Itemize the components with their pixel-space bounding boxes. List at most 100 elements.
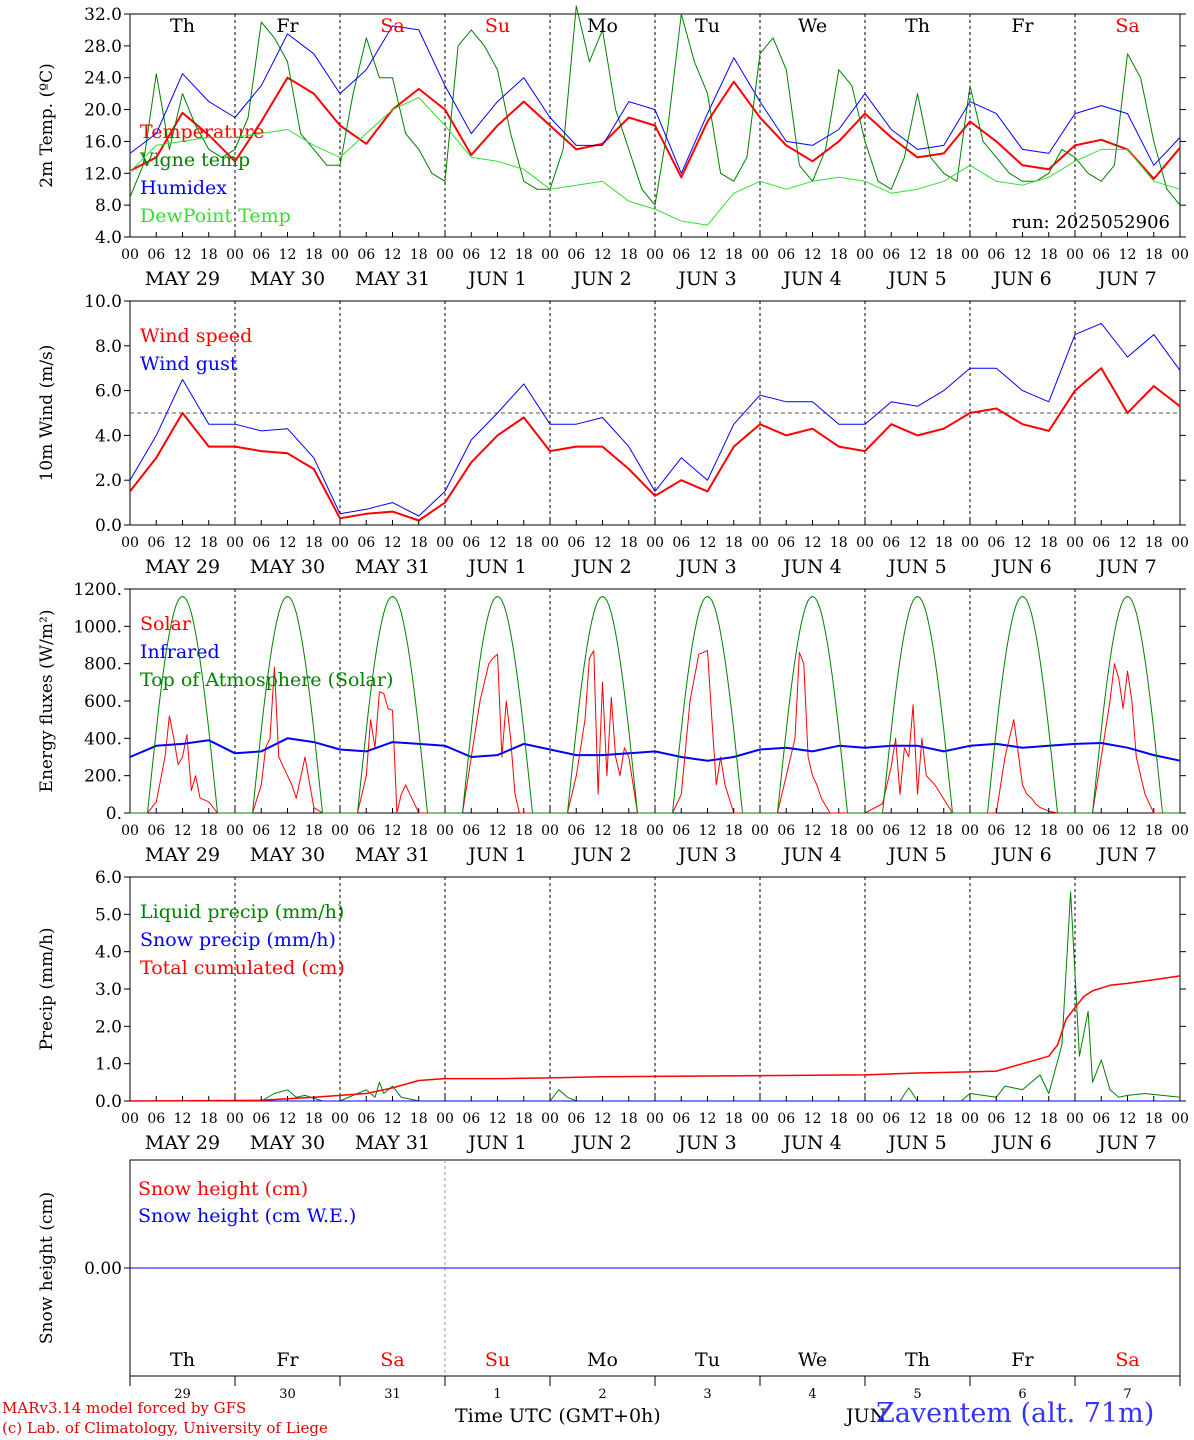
hour-tick-label: 18	[515, 535, 533, 551]
date-label: JUN 7	[1096, 268, 1156, 290]
hour-tick-label: 12	[1014, 1111, 1032, 1127]
hour-tick-label: 12	[699, 535, 717, 551]
y-tick-label: 2.0	[95, 1017, 122, 1037]
legend-entry: Top of Atmosphere (Solar)	[140, 669, 393, 691]
y-tick-label: 24.0	[84, 69, 122, 89]
date-label: MAY 29	[145, 556, 220, 578]
hour-tick-label: 06	[882, 823, 900, 839]
hour-tick-label: 18	[830, 247, 848, 263]
hour-tick-label: 06	[777, 823, 795, 839]
hour-tick-label: 00	[646, 247, 664, 263]
hour-tick-label: 00	[226, 823, 244, 839]
weekday-label: Tu	[695, 15, 720, 37]
hour-tick-label: 00	[541, 535, 559, 551]
hour-tick-label: 00	[226, 1111, 244, 1127]
date-label: JUN 6	[991, 1132, 1051, 1154]
weekday-label: Sa	[380, 15, 404, 37]
hour-tick-label: 00	[331, 823, 349, 839]
hour-tick-label: 06	[777, 535, 795, 551]
weekday-label: Sa	[1115, 1349, 1139, 1371]
y-tick-label: 28.0	[84, 37, 122, 57]
date-label: JUN 7	[1096, 1132, 1156, 1154]
y-tick-label: 1.0	[95, 1055, 122, 1075]
hour-tick-label: 06	[672, 1111, 690, 1127]
hour-tick-label: 12	[174, 1111, 192, 1127]
hour-tick-label: 00	[856, 535, 874, 551]
weekday-label: Mo	[587, 1349, 618, 1371]
panel-3: 0. 200. 400. 600. 800. 1000. 1200. Energy fluxe…	[37, 580, 1189, 866]
series-line-total-cumulated-cm-	[129, 975, 1181, 1102]
weekday-label: Th	[905, 1349, 930, 1371]
date-label: JUN 3	[676, 844, 736, 866]
hour-tick-label: 18	[200, 247, 218, 263]
hour-tick-label: 12	[909, 823, 927, 839]
legend-entry: Humidex	[140, 177, 227, 199]
hour-tick-label: 06	[462, 247, 480, 263]
hour-tick-label: 06	[567, 1111, 585, 1127]
date-number: 1	[493, 1387, 501, 1400]
hour-tick-label: 06	[672, 823, 690, 839]
y-axis-label: 2m Temp. (ºC)	[37, 63, 57, 188]
hour-tick-label: 00	[541, 247, 559, 263]
time-axis-title: Time UTC (GMT+0h)	[455, 1405, 661, 1427]
hour-tick-label: 00	[961, 535, 979, 551]
date-label: JUN 2	[571, 1132, 631, 1154]
y-tick-label: 8.0	[95, 337, 122, 357]
hour-tick-label: 00	[121, 247, 139, 263]
date-number: 7	[1123, 1387, 1131, 1400]
y-tick-label: 0.0	[95, 1092, 122, 1112]
date-number: 29	[174, 1387, 191, 1400]
y-tick-label: 4.0	[95, 943, 122, 963]
date-label: JUN 1	[466, 1132, 526, 1154]
legend-entry: Infrared	[140, 641, 220, 663]
hour-tick-label: 06	[147, 1111, 165, 1127]
hour-tick-label: 06	[987, 823, 1005, 839]
date-label: JUN 6	[991, 268, 1051, 290]
date-label: JUN 5	[886, 1132, 946, 1154]
hour-tick-label: 00	[856, 247, 874, 263]
hour-tick-label: 06	[777, 247, 795, 263]
hour-tick-label: 06	[357, 1111, 375, 1127]
hour-tick-label: 06	[147, 823, 165, 839]
weekday-label: We	[798, 1349, 827, 1371]
date-number: 6	[1018, 1387, 1026, 1400]
y-tick-label: 16.0	[84, 132, 122, 152]
date-label: MAY 30	[250, 556, 325, 578]
hour-tick-label: 12	[594, 1111, 612, 1127]
hour-tick-label: 06	[1092, 535, 1110, 551]
hour-tick-label: 18	[410, 1111, 428, 1127]
date-label: JUN 1	[466, 844, 526, 866]
hour-tick-label: 00	[1066, 247, 1084, 263]
weekday-label: Fr	[276, 15, 299, 37]
credit-model: MARv3.14 model forced by GFS	[2, 1399, 247, 1417]
hour-tick-label: 06	[777, 1111, 795, 1127]
y-axis-label: Energy fluxes (W/m²)	[37, 610, 57, 793]
y-tick-label: 0.	[106, 804, 122, 824]
y-axis-label: 10m Wind (m/s)	[37, 345, 57, 482]
hour-tick-label: 12	[174, 247, 192, 263]
y-tick-label: 8.0	[95, 196, 122, 216]
legend-entry: Vigne temp	[139, 149, 250, 171]
hour-tick-label: 00	[1066, 1111, 1084, 1127]
hour-tick-label: 18	[305, 247, 323, 263]
hour-tick-label: 12	[594, 823, 612, 839]
hour-tick-label: 12	[1014, 535, 1032, 551]
date-label: JUN 6	[991, 556, 1051, 578]
hour-tick-label: 18	[1040, 823, 1058, 839]
y-tick-label: 1200.	[73, 580, 122, 600]
hour-tick-label: 18	[305, 823, 323, 839]
date-label: JUN 4	[781, 1132, 841, 1154]
date-label: MAY 29	[145, 268, 220, 290]
hour-tick-label: 00	[121, 1111, 139, 1127]
hour-tick-label: 00	[961, 1111, 979, 1127]
hour-tick-label: 12	[174, 823, 192, 839]
hour-tick-label: 00	[436, 535, 454, 551]
hour-tick-label: 18	[935, 247, 953, 263]
hour-tick-label: 06	[987, 247, 1005, 263]
legend-entry: Snow height (cm)	[138, 1178, 308, 1200]
hour-tick-label: 12	[384, 823, 402, 839]
legend-entry: Snow precip (mm/h)	[140, 929, 336, 951]
hour-tick-label: 18	[830, 535, 848, 551]
weekday-label: We	[798, 15, 827, 37]
date-label: JUN 6	[991, 844, 1051, 866]
